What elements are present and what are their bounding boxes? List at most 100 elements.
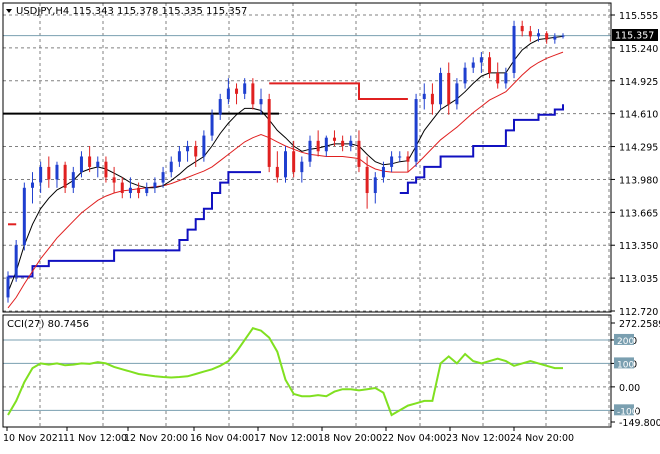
resistance-step-line	[269, 82, 408, 100]
candle-body	[528, 31, 532, 37]
candle-body	[488, 57, 492, 73]
price-axis-label: 114.610	[619, 110, 658, 121]
candle-body	[210, 114, 214, 136]
candle-body	[463, 67, 467, 84]
candle-body	[275, 166, 279, 178]
cci-panel-frame	[2, 314, 612, 428]
candle-body	[504, 72, 508, 84]
cci-level-badge	[614, 404, 634, 416]
candle-body	[47, 166, 51, 180]
candle-body	[292, 151, 296, 173]
cci-axis-label: -149.8008	[619, 418, 660, 429]
candle-body	[104, 161, 108, 178]
current-price-badge	[612, 29, 658, 41]
candle-body	[447, 72, 451, 105]
candle-body	[267, 99, 271, 167]
candle-body	[6, 276, 10, 298]
candle-body	[186, 146, 190, 152]
candle-body	[381, 166, 385, 178]
candle-body	[226, 88, 230, 100]
candle-body	[128, 187, 132, 194]
candle-body	[365, 166, 369, 194]
cci-level-badge-label: 100	[617, 360, 634, 370]
candle-body	[96, 161, 100, 167]
candle-body	[14, 245, 18, 277]
candle-body	[284, 151, 287, 178]
candle-body	[308, 140, 312, 162]
candle-body	[243, 83, 247, 94]
symbol-header: USDJPY,H4 115.343 115.378 115.335 115.35…	[16, 6, 247, 17]
candle-body	[63, 164, 67, 188]
candle-body	[235, 88, 239, 94]
candle-body	[414, 99, 418, 162]
fast-moving-average-line	[7, 35, 564, 293]
candle-body	[112, 177, 116, 183]
price-axis-label: 113.035	[619, 274, 658, 285]
candle-body	[553, 36, 557, 40]
candle-body	[202, 135, 206, 157]
cci-level-badge	[614, 357, 634, 369]
x-axis-label: 12 Nov 20:00	[124, 433, 188, 444]
candle-body	[373, 177, 377, 194]
candle-body	[71, 172, 75, 188]
candle-body	[161, 172, 165, 183]
price-axis-label: 112.720	[619, 307, 658, 318]
candle-body	[341, 140, 345, 147]
candle-body	[153, 182, 157, 188]
x-axis-label: 11 Nov 12:00	[63, 433, 127, 444]
candle-body	[137, 187, 141, 194]
candle-body	[324, 137, 328, 152]
x-axis-label: 24 Nov 20:00	[510, 433, 574, 444]
cci-level-badge-label: -100	[617, 407, 638, 417]
candle-body	[537, 33, 541, 37]
candle-body	[177, 151, 181, 162]
price-panel-frame	[2, 2, 612, 313]
slow-moving-average-line	[7, 51, 564, 309]
candle-body	[545, 33, 549, 40]
price-axis-label: 113.665	[619, 208, 658, 219]
candle-body	[512, 25, 516, 73]
candle-body	[259, 99, 263, 105]
trailing-stop-line	[8, 171, 261, 278]
x-axis-label: 10 Nov 2021	[3, 433, 64, 444]
candle-body	[398, 156, 402, 158]
candle-body	[79, 156, 83, 173]
candle-body	[406, 156, 410, 162]
candle-body	[479, 57, 483, 63]
candle-body	[471, 62, 475, 68]
cci-level-badge-label: 200	[617, 337, 634, 347]
candle-body	[39, 166, 43, 183]
cci-line	[7, 327, 563, 417]
candle-body	[169, 161, 173, 173]
candle-body	[218, 99, 222, 115]
candle-body	[561, 35, 565, 37]
cci-level-badge	[614, 333, 634, 345]
price-axis-label: 113.980	[619, 175, 658, 186]
candle-body	[520, 25, 524, 32]
x-axis-label: 22 Nov 04:00	[382, 433, 446, 444]
price-axis-label: 114.925	[619, 77, 658, 88]
cci-axis-label: 0.00	[619, 383, 640, 394]
candle-body	[55, 164, 59, 180]
x-axis-label: 18 Nov 20:00	[318, 433, 382, 444]
x-axis-label: 16 Nov 04:00	[190, 433, 254, 444]
candle-body	[145, 187, 149, 194]
collapse-triangle-icon[interactable]	[6, 9, 12, 13]
candle-body	[422, 93, 426, 100]
price-axis-label: 115.555	[619, 11, 658, 22]
candle-body	[30, 182, 34, 188]
candle-body	[22, 187, 26, 246]
candle-body	[316, 140, 320, 152]
candle-body	[496, 72, 500, 84]
candle-body	[390, 156, 394, 167]
x-axis-label: 17 Nov 12:00	[254, 433, 318, 444]
price-axis-label: 113.350	[619, 241, 658, 252]
candle-body	[251, 83, 255, 105]
candle-body	[88, 156, 92, 167]
x-axis-label: 23 Nov 12:00	[446, 433, 510, 444]
candle-body	[439, 72, 443, 105]
trailing-stop-line	[399, 104, 564, 194]
candle-body	[455, 83, 459, 105]
